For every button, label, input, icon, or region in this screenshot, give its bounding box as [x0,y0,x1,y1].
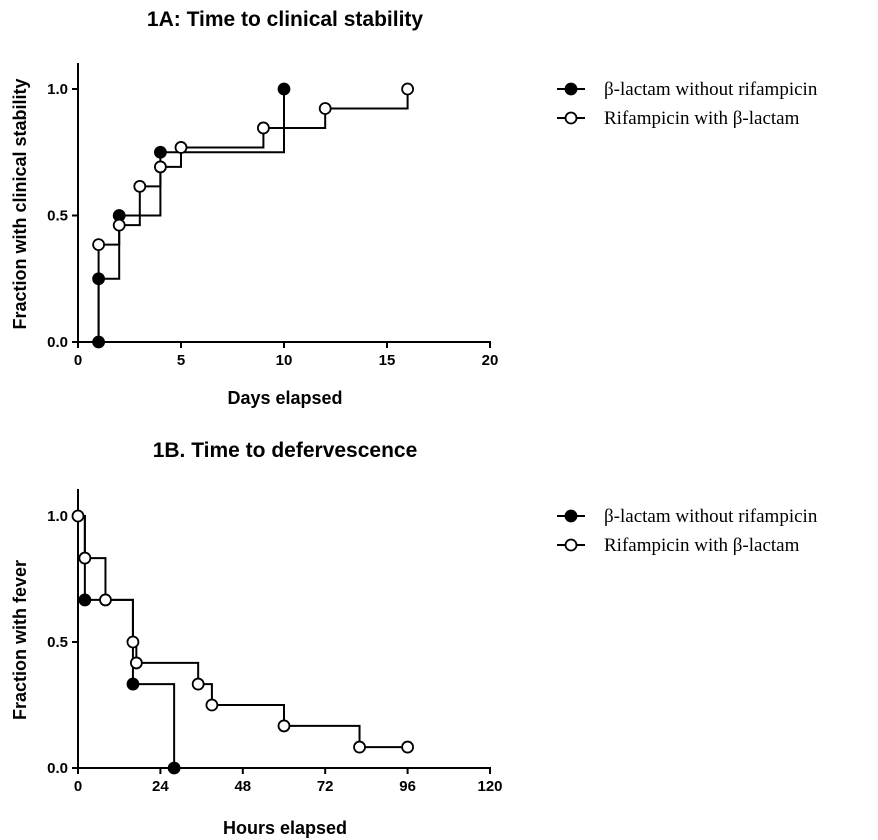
chart-1a-series-1-line [97,89,285,342]
chart-1b-x-tick-label: 24 [152,778,169,795]
chart-1b-legend-marker-2 [564,538,578,552]
chart-1b-legend-marker-1 [564,509,578,523]
chart-1b: 1B. Time to defervescence Hours elapsed … [10,439,818,838]
chart-1b-x-tick-label: 96 [399,778,416,795]
chart-1b-series-2-point [78,551,92,565]
chart-1b-series-2-point [401,740,415,754]
chart-1a-series-2-point [401,82,415,96]
chart-1b-series-2-point [277,719,291,733]
chart-1b-x-tick-label: 0 [74,778,82,795]
chart-1a: 1A: Time to clinical stability Days elap… [10,8,818,408]
chart-1a-x-tick-label: 10 [276,352,293,369]
chart-1b-x-tick-label: 120 [477,778,502,795]
chart-1b-series-1-point [78,593,92,607]
chart-1a-series-2-point [318,102,332,115]
chart-1b-x-tick-label: 48 [234,778,251,795]
chart-1b-series-2-point [129,656,143,670]
chart-1b-title: 1B. Time to defervescence [153,439,418,462]
chart-1a-y-tick-label: 1.0 [47,81,68,98]
chart-1a-title: 1A: Time to clinical stability [147,8,424,31]
chart-1b-series-2-point [191,677,205,691]
chart-1b-legend-label-2: Rifampicin with β-lactam [604,535,800,556]
chart-1a-legend-label-2: Rifampicin with β-lactam [604,108,800,129]
chart-1b-series-2-point [71,509,85,523]
chart-1a-series-2-point [256,121,270,135]
chart-1a-series-2-point [174,141,188,154]
chart-1a-legend-label-1: β-lactam without rifampicin [604,79,818,100]
chart-1b-x-tick-label: 72 [317,778,334,795]
chart-1b-y-tick-label: 0.5 [47,634,68,651]
chart-1a-series-1-point [153,145,167,159]
chart-1a-series-1-point [277,82,291,96]
chart-1b-series-1-point [126,677,140,691]
chart-1b-series-2-point [126,635,140,649]
chart-1b-series-2-point [353,740,366,754]
chart-1a-series-2-point [92,238,105,251]
chart-1a-x-tick-label: 15 [379,352,396,369]
chart-1a-y-axis-label: Fraction with clinical stability [10,78,30,329]
chart-1a-legend-marker-2 [564,111,578,125]
chart-1a-legend-marker-1 [564,82,578,96]
chart-1b-series-1-point [167,761,181,775]
chart-1a-x-tick-label: 20 [482,352,499,369]
chart-1b-x-axis-label: Hours elapsed [223,818,347,838]
chart-1a-series-2-line [97,89,409,342]
chart-1a-series-2-point [153,160,167,174]
chart-1a-y-tick-label: 0.5 [47,208,68,225]
chart-1a-x-tick-label: 5 [177,352,185,369]
chart-1a-y-tick-label: 0.0 [47,334,68,351]
chart-1b-series-1-line [78,515,176,768]
chart-1b-series-2-line [78,515,408,749]
chart-1b-y-tick-label: 1.0 [47,508,68,525]
chart-1a-series-2-point [112,218,126,232]
chart-1a-x-tick-label: 0 [74,352,82,369]
chart-1b-series-2-point [99,593,112,607]
chart-1b-series-2-point [205,698,219,712]
chart-1a-x-axis-label: Days elapsed [227,388,342,408]
chart-1b-legend-label-1: β-lactam without rifampicin [604,506,818,527]
chart-1b-y-tick-label: 0.0 [47,760,68,777]
chart-1a-series-2-point [133,180,147,193]
chart-1b-y-axis-label: Fraction with fever [10,560,30,720]
